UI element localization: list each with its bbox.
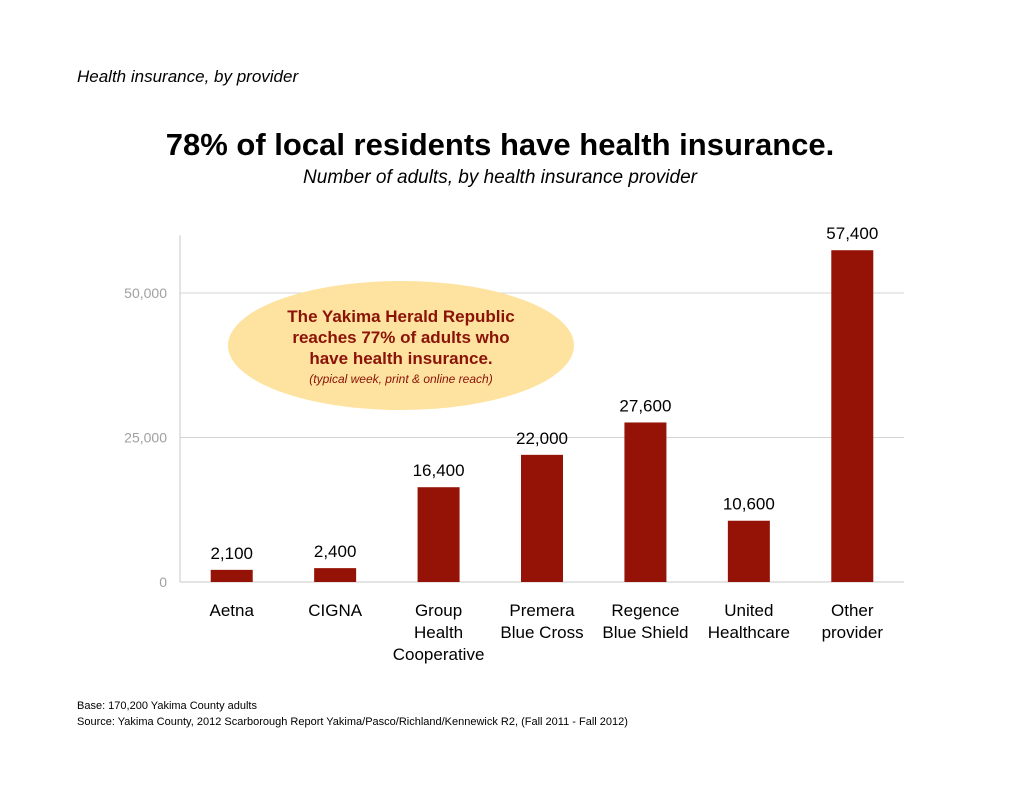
x-category-label-line: Health [414,623,463,642]
x-category-label: CIGNA [308,601,363,620]
y-tick-label: 50,000 [124,285,167,301]
bar-value-label: 2,100 [210,544,253,563]
x-category-label: Aetna [209,601,254,620]
bar-value-label: 10,600 [723,495,775,514]
x-category-label-line: Regence [611,601,679,620]
x-category-label: Other provider [822,601,884,642]
x-category-label-line: United [724,601,773,620]
bar [831,250,874,582]
y-tick-label: 25,000 [124,430,167,446]
bar [727,520,770,582]
x-category-label-line: Healthcare [708,623,790,642]
x-category-label-line: Other [831,601,874,620]
x-category-label-line: Blue Cross [500,623,583,642]
bar-value-label: 22,000 [516,429,568,448]
x-category-label-line: CIGNA [308,601,363,620]
callout-note: (typical week, print & online reach) [309,371,493,386]
chart-subtitle: Number of adults, by health insurance pr… [303,167,697,188]
x-category-label: Regence Blue Shield [602,601,688,642]
footer-source: Source: Yakima County, 2012 Scarborough … [77,716,628,728]
chart-title: 78% of local residents have health insur… [165,127,835,162]
bar-value-label: 16,400 [413,461,465,480]
bar [624,422,667,582]
x-category-label: United Healthcare [708,601,790,642]
x-category-label-line: Cooperative [393,645,485,664]
x-category-label-line: Group [415,601,462,620]
x-category-label: Premera Blue Cross [500,601,583,642]
bar [314,568,357,582]
slide-label: Health insurance, by provider [77,67,299,86]
bar [210,569,253,582]
bar-value-label: 57,400 [826,224,878,243]
x-category-label-line: provider [822,623,884,642]
x-category-label: Group Health Cooperative [393,601,485,664]
footer-base: Base: 170,200 Yakima County adults [77,700,257,712]
reach-callout: The Yakima Herald Republic reaches 77% o… [228,281,574,410]
x-category-label-line: Aetna [209,601,254,620]
y-tick-label: 0 [159,574,167,590]
bar [521,454,563,582]
x-category-label-line: Blue Shield [602,623,688,642]
bar [417,487,460,582]
callout-main-text: The Yakima Herald Republic reaches 77% o… [287,306,515,368]
bar-value-label: 2,400 [314,542,357,561]
x-category-label-line: Premera [509,601,575,620]
bar-value-label: 27,600 [619,396,671,415]
